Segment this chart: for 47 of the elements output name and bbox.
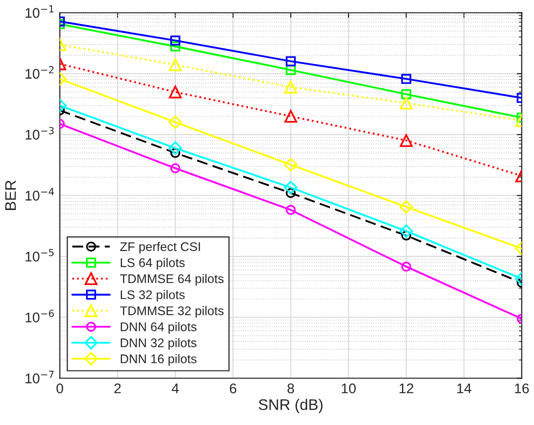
x-tick-label: 14 xyxy=(457,384,472,394)
point xyxy=(168,115,182,129)
y-tick-label: 10$^{−2}$ xyxy=(26,66,54,79)
x-tick-label: 8 xyxy=(288,383,294,394)
point xyxy=(401,89,412,100)
point xyxy=(400,200,413,214)
point xyxy=(168,86,182,98)
point xyxy=(286,64,296,75)
legend-label: ZF perfect CSI xyxy=(120,242,200,254)
point xyxy=(286,204,296,215)
point xyxy=(284,110,298,123)
legend-label: DNN 32 pilots xyxy=(120,338,196,350)
x-tick-label: 10 xyxy=(342,383,356,394)
point xyxy=(284,80,298,94)
x-tick-label: 12 xyxy=(400,383,414,394)
point xyxy=(170,41,180,52)
y-tick-label: 10$^{−5}$ xyxy=(26,248,54,262)
point xyxy=(401,262,412,272)
point xyxy=(284,158,298,172)
point xyxy=(400,96,413,110)
x-axis-title: SNR (dB) xyxy=(258,398,322,414)
y-tick-label: 10$^{−3}$ xyxy=(26,126,54,140)
x-tick-label: 2 xyxy=(114,383,121,394)
point xyxy=(168,58,182,72)
legend-label: LS 32 pilots xyxy=(120,290,185,302)
y-tick-label: 10$^{−4}$ xyxy=(26,188,54,201)
legend-label: TDMMSE 64 pilots xyxy=(120,274,224,286)
point xyxy=(170,36,180,46)
x-tick-label: 16 xyxy=(515,383,529,394)
point xyxy=(168,141,182,155)
x-tick-label: 4 xyxy=(172,384,179,394)
legend-label: DNN 16 pilots xyxy=(120,354,196,366)
y-tick-label: 10$^{−1}$ xyxy=(26,5,54,18)
x-tick-label: 0 xyxy=(56,383,64,394)
point xyxy=(400,224,413,238)
point xyxy=(284,180,298,194)
point xyxy=(400,134,413,147)
legend-label: DNN 64 pilots xyxy=(120,322,196,334)
y-tick-label: 10$^{−7}$ xyxy=(26,370,54,384)
legend-label: TDMMSE 32 pilots xyxy=(120,306,224,318)
point xyxy=(170,163,180,174)
x-tick-label: 6 xyxy=(230,383,236,394)
point xyxy=(286,56,296,66)
legend-label: LS 64 pilots xyxy=(120,258,185,270)
y-axis-title: BER xyxy=(5,180,16,210)
point xyxy=(401,74,412,84)
y-tick-label: 10$^{−6}$ xyxy=(26,310,54,322)
